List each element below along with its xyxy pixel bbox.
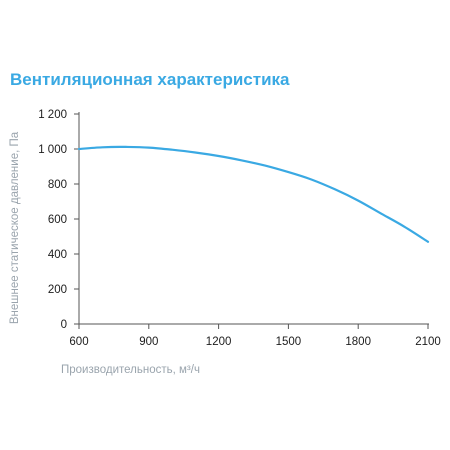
x-tick-label: 1500 xyxy=(276,336,302,348)
y-tick-label: 1 000 xyxy=(38,144,67,156)
series-layer xyxy=(77,145,430,243)
y-tick-label: 400 xyxy=(48,249,67,261)
series-line xyxy=(77,145,430,243)
x-tick-label: 2100 xyxy=(415,336,441,348)
chart-title: Вентиляционная характеристика xyxy=(10,70,290,89)
x-tick-label: 1200 xyxy=(206,336,232,348)
y-axis-label: Внешнее статическое давление, Па xyxy=(9,131,21,324)
x-tick-label: 1800 xyxy=(345,336,371,348)
ticks: 0 200 400 600 800 1 000 1 200 600 900 1200 1500 180… xyxy=(38,109,441,348)
x-tick-label: 900 xyxy=(139,336,158,348)
x-axis-label: Производительность, м³/ч xyxy=(61,364,200,376)
y-tick-label: 200 xyxy=(48,284,67,296)
x-tick-label: 600 xyxy=(69,336,88,348)
y-tick-label: 0 xyxy=(61,319,67,331)
y-tick-label: 600 xyxy=(48,214,67,226)
axes xyxy=(78,112,429,325)
y-tick-label: 1 200 xyxy=(38,109,67,121)
y-tick-label: 800 xyxy=(48,179,67,191)
